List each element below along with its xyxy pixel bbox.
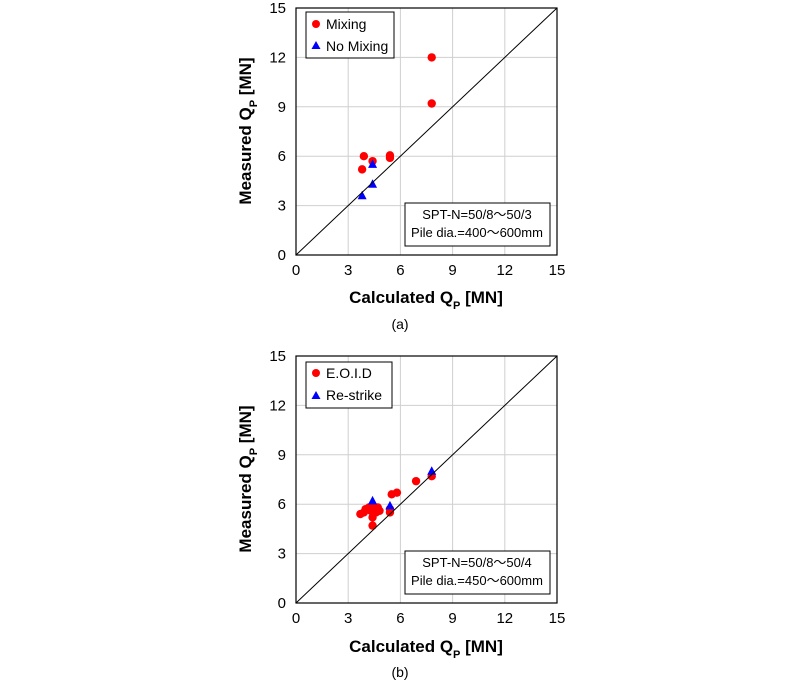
y-axis-title-sub-b: P: [248, 448, 260, 455]
x-tick-label: 6: [396, 610, 404, 627]
annotation-box-b: SPT-N=50/8～50/4 Pile dia.=450～600mm: [404, 550, 551, 595]
x-tick-labels-b: 0 3 6 9 12 15: [292, 610, 566, 627]
data-point-mixing: [359, 152, 369, 161]
legend-marker-no-mixing: [311, 41, 321, 49]
data-point-no-mixing: [357, 190, 367, 200]
data-point-no-mixing: [368, 179, 378, 188]
legend-label-mixing: Mixing: [326, 16, 366, 32]
plot-frame-a: [295, 7, 558, 256]
annotation-line-1-b: SPT-N=50/8～50/4: [422, 555, 531, 570]
data-point-mixing: [427, 99, 436, 108]
y-axis-title-sub-a: P: [248, 100, 260, 107]
y-tick-labels-a: 0 3 6 9 12 15: [269, 0, 286, 264]
plot-frame-b: [295, 355, 558, 604]
y-tick-label: 12: [269, 49, 286, 66]
legend-label-no-mixing: No Mixing: [326, 38, 388, 54]
x-axis-title-a: Calculated QP [MN]: [349, 288, 503, 312]
y-tick-label: 9: [278, 447, 286, 464]
x-tick-label: 9: [448, 610, 456, 627]
data-point-e-o-i-d: [392, 488, 402, 497]
y-axis-title-main-b: Measured Q: [236, 455, 255, 552]
data-point-re-strike: [368, 495, 378, 505]
annotation-frame-b: [404, 550, 551, 595]
x-tick-label: 15: [549, 610, 566, 627]
y-tick-label: 0: [278, 247, 286, 264]
y-axis-title-main-a: Measured Q: [236, 107, 255, 204]
x-axis-title-main-a: Calculated Q: [349, 288, 453, 307]
x-tick-label: 9: [448, 262, 456, 279]
annotation-line-2-a: Pile dia.=400～600mm: [411, 225, 543, 240]
x-tick-label: 0: [292, 262, 300, 279]
x-axis-title-sub-a: P: [453, 300, 460, 312]
y-tick-label: 6: [278, 148, 286, 165]
data-point-e-o-i-d: [375, 506, 384, 515]
legend-box-a: [305, 11, 395, 59]
legend-label-re-strike: Re-strike: [326, 387, 382, 403]
y-tick-label: 0: [278, 595, 286, 612]
x-axis-title-unit-b: [MN]: [460, 637, 502, 656]
y-tick-label: 3: [278, 546, 286, 563]
legend-label-eoid: E.O.I.D: [326, 365, 372, 381]
y-tick-label: 6: [278, 496, 286, 513]
x-tick-label: 3: [344, 610, 352, 627]
x-axis-title-sub-b: P: [453, 649, 460, 661]
caption-a: (a): [391, 316, 408, 332]
data-point-re-strike: [385, 500, 395, 510]
y-tick-label: 15: [269, 0, 286, 17]
x-tick-label: 0: [292, 610, 300, 627]
annotation-box-a: SPT-N=50/8～50/3 Pile dia.=400～600mm: [404, 202, 551, 247]
legend-marker-mixing: [312, 20, 320, 28]
data-points-a: [357, 53, 436, 200]
x-tick-label: 12: [496, 610, 513, 627]
y-axis-title-b: Measured QP [MN]: [236, 405, 260, 552]
x-tick-label: 3: [344, 262, 352, 279]
data-point-mixing: [427, 53, 436, 62]
y-axis-title-unit-b: [MN]: [236, 405, 255, 447]
annotation-line-2-b: Pile dia.=450～600mm: [411, 573, 543, 588]
legend-a: Mixing No Mixing: [305, 11, 395, 59]
data-point-e-o-i-d: [368, 521, 377, 530]
legend-marker-eoid: [312, 369, 320, 377]
x-axis-title-b: Calculated QP [MN]: [349, 637, 503, 661]
y-tick-label: 12: [269, 397, 286, 414]
y-tick-label: 9: [278, 99, 286, 116]
x-tick-label: 15: [549, 262, 566, 279]
data-point-no-mixing: [368, 159, 378, 168]
legend-b: E.O.I.D Re-strike: [305, 361, 393, 409]
legend-marker-re-strike: [311, 391, 321, 399]
data-point-mixing: [385, 151, 395, 160]
data-points-b: [356, 466, 437, 530]
reference-line-a: [295, 7, 558, 256]
data-point-re-strike: [427, 466, 437, 475]
y-axis-title-a: Measured QP [MN]: [236, 57, 260, 204]
y-tick-labels-b: 0 3 6 9 12 15: [269, 348, 286, 612]
x-axis-title-main-b: Calculated Q: [349, 637, 453, 656]
data-point-mixing: [357, 165, 367, 174]
y-axis-title-unit-a: [MN]: [236, 57, 255, 99]
y-tick-label: 3: [278, 198, 286, 215]
annotation-line-1-a: SPT-N=50/8～50/3: [422, 207, 531, 222]
y-tick-label: 15: [269, 348, 286, 365]
x-tick-label: 6: [396, 262, 404, 279]
legend-box-b: [305, 361, 393, 409]
x-axis-title-unit-a: [MN]: [460, 288, 502, 307]
reference-line-b: [295, 355, 558, 604]
annotation-frame-a: [404, 202, 551, 247]
x-tick-label: 12: [496, 262, 513, 279]
x-tick-labels-a: 0 3 6 9 12 15: [292, 262, 566, 279]
caption-b: (b): [391, 664, 408, 680]
data-point-e-o-i-d: [411, 476, 421, 486]
